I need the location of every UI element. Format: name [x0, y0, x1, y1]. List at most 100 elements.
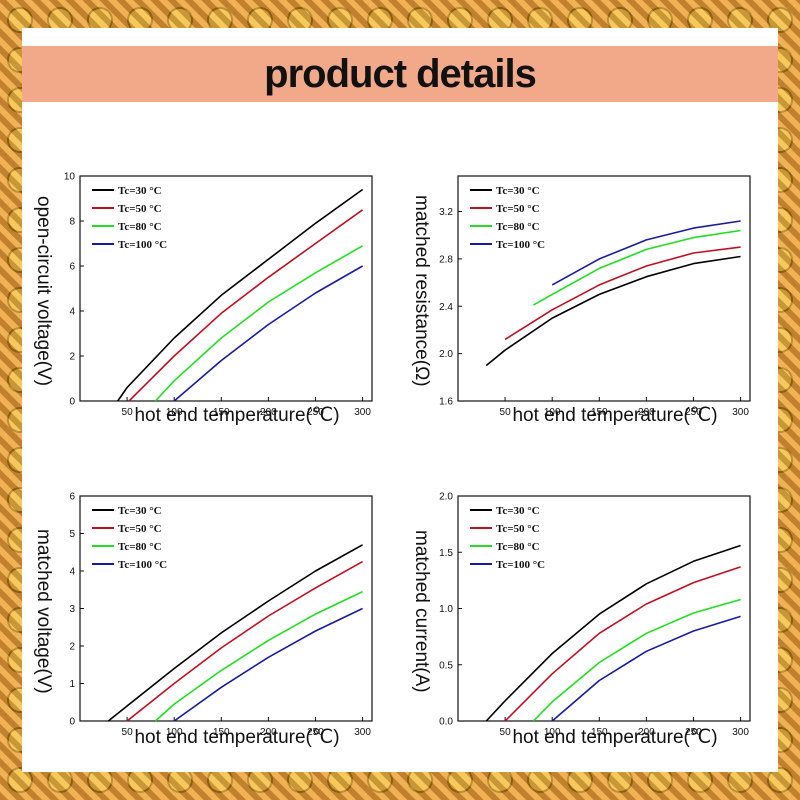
chart-plot: 50 100 150 200 250 300 0 1 2 3 4 5 6 Tc=30 °C Tc=50 °C…: [69, 492, 373, 738]
series-line: [485, 544, 741, 722]
x-tick-label: 150: [591, 407, 608, 418]
y-axis-label: matched current(A): [411, 529, 432, 693]
y-tick-label: 0.5: [439, 660, 453, 671]
y-tick-label: 1.5: [439, 548, 453, 559]
x-tick-label: 300: [732, 407, 749, 418]
legend-label: Tc=80 °C: [496, 221, 540, 233]
legend-label: Tc=100 °C: [496, 559, 545, 571]
x-tick-label: 200: [260, 407, 277, 418]
y-tick-label: 1.0: [439, 604, 453, 615]
y-tick-label: 0: [69, 717, 75, 728]
legend-label: Tc=30 °C: [496, 185, 540, 197]
y-axis-label: matched resistance(Ω): [411, 195, 432, 387]
chart-open-circuit-voltage: open-circuit voltage(V) 50 100 150 200 250 30…: [22, 126, 400, 456]
x-tick-label: 200: [638, 727, 655, 738]
legend-label: Tc=100 °C: [118, 239, 167, 251]
x-axis-label: hot end temperature(℃): [512, 405, 718, 426]
page-title: product details: [264, 51, 537, 96]
series-line: [504, 246, 741, 341]
series-line: [532, 598, 741, 722]
x-tick-label: 100: [544, 407, 561, 418]
series-line: [533, 229, 741, 306]
y-tick-label: 6: [69, 262, 75, 273]
x-tick-label: 250: [307, 407, 324, 418]
legend-label: Tc=50 °C: [496, 203, 540, 215]
series-line: [504, 566, 741, 722]
series-line: [551, 615, 741, 722]
y-tick-label: 2: [69, 352, 75, 363]
legend-label: Tc=30 °C: [496, 505, 540, 517]
chart-plot: 50 100 150 200 250 300 0 2 4 6 8 10 Tc=30 °C Tc=50 °C…: [64, 172, 373, 418]
chart-matched-voltage: matched voltage(V) 50 100 150 200 250 300 0 1 2 3…: [22, 446, 400, 776]
series-line: [117, 188, 364, 402]
series-line: [126, 560, 363, 722]
series-line: [154, 245, 363, 402]
series-line: [551, 220, 741, 286]
x-tick-label: 250: [685, 727, 702, 738]
x-axis-label: hot end temperature(℃): [512, 727, 718, 748]
x-tick-label: 300: [732, 727, 749, 738]
chart-matched-resistance: matched resistance(Ω) 50 100 150 200 250 300 1…: [400, 126, 778, 456]
x-tick-label: 300: [354, 407, 371, 418]
series-line: [485, 255, 741, 367]
y-tick-label: 2.4: [439, 302, 453, 313]
series-line: [128, 209, 364, 402]
x-tick-label: 50: [500, 407, 512, 418]
legend-label: Tc=30 °C: [118, 185, 162, 197]
y-tick-label: 3.2: [439, 207, 453, 218]
x-tick-label: 200: [638, 407, 655, 418]
y-tick-label: 0.0: [439, 717, 453, 728]
y-tick-label: 4: [69, 567, 75, 578]
legend-label: Tc=30 °C: [118, 505, 162, 517]
x-tick-label: 100: [166, 727, 183, 738]
x-tick-label: 150: [213, 407, 230, 418]
legend-label: Tc=50 °C: [118, 203, 162, 215]
x-tick-label: 100: [166, 407, 183, 418]
y-tick-label: 6: [69, 492, 75, 503]
chart-matched-current: matched current(A) 50 100 150 200 250 300 0.0 0…: [400, 446, 778, 776]
y-tick-label: 5: [69, 529, 75, 540]
chart-plot: 50 100 150 200 250 300 1.6 2.0 2.4 2.8 3.2 Tc=30 °C…: [439, 175, 751, 418]
product-sheet: product details open-circuit voltage(V) …: [22, 28, 778, 772]
y-tick-label: 1: [69, 679, 75, 690]
legend-label: Tc=80 °C: [118, 221, 162, 233]
y-tick-label: 2.0: [439, 492, 453, 503]
legend-label: Tc=80 °C: [496, 541, 540, 553]
y-axis-label: open-circuit voltage(V): [33, 195, 54, 387]
plot-frame: [457, 175, 751, 402]
y-axis-label: matched voltage(V): [33, 528, 54, 694]
x-axis-label: hot end temperature(℃): [134, 727, 340, 748]
y-tick-label: 3: [69, 604, 75, 615]
y-tick-label: 10: [64, 172, 76, 183]
legend-label: Tc=100 °C: [496, 239, 545, 251]
y-tick-label: 2.8: [439, 254, 453, 265]
x-tick-label: 150: [213, 727, 230, 738]
y-tick-label: 2: [69, 642, 75, 653]
series-line: [173, 265, 363, 402]
x-tick-label: 250: [307, 727, 324, 738]
x-tick-label: 150: [591, 727, 608, 738]
legend-label: Tc=100 °C: [118, 559, 167, 571]
legend-label: Tc=50 °C: [118, 523, 162, 535]
x-axis-label: hot end temperature(℃): [134, 405, 340, 426]
title-banner: product details: [22, 46, 778, 102]
x-tick-label: 200: [260, 727, 277, 738]
y-tick-label: 8: [69, 217, 75, 228]
y-tick-label: 1.6: [439, 397, 453, 408]
series-line: [173, 607, 363, 722]
chart-plot: 50 100 150 200 250 300 0.0 0.5 1.0 1.5 2.0 Tc=30 °C…: [439, 492, 751, 738]
legend-label: Tc=80 °C: [118, 541, 162, 553]
plot-frame: [457, 495, 751, 722]
x-tick-label: 50: [122, 727, 134, 738]
y-tick-label: 4: [69, 307, 75, 318]
series-line: [154, 590, 363, 722]
x-tick-label: 100: [544, 727, 561, 738]
series-line: [107, 544, 363, 722]
x-tick-label: 50: [122, 407, 134, 418]
x-tick-label: 300: [354, 727, 371, 738]
x-tick-label: 50: [500, 727, 512, 738]
legend-label: Tc=50 °C: [496, 523, 540, 535]
y-tick-label: 0: [69, 397, 75, 408]
x-tick-label: 250: [685, 407, 702, 418]
y-tick-label: 2.0: [439, 349, 453, 360]
